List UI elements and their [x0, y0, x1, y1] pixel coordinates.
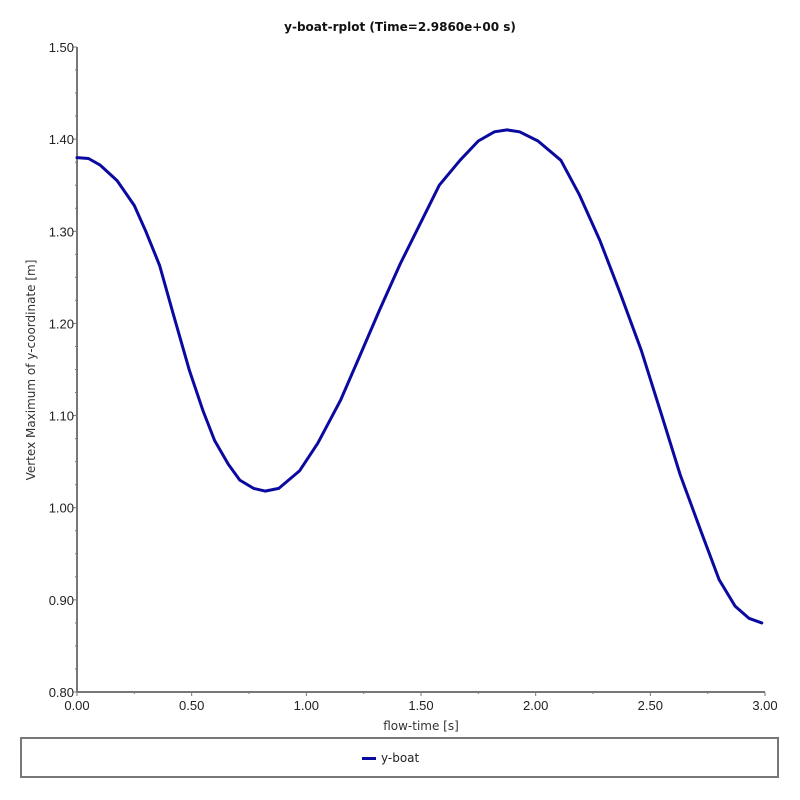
- x-tick-label: 3.00: [752, 698, 777, 713]
- y-tick-label: 0.90: [49, 593, 74, 608]
- x-tick-label: 0.50: [179, 698, 204, 713]
- y-tick-label: 1.20: [49, 316, 74, 331]
- legend-swatch: [362, 756, 376, 760]
- y-axis-label: Vertex Maximum of y-coordinate [m]: [24, 260, 38, 481]
- chart-title: y-boat-rplot (Time=2.9860e+00 s): [284, 20, 516, 34]
- plot-area: 0.80 0.90 1.00 1.10 1.20 1.30 1.40 1.50 0.00 0.5…: [24, 40, 778, 733]
- y-tick-label: 1.30: [49, 224, 74, 239]
- y-tick-label: 0.80: [49, 685, 74, 700]
- x-axis: 0.00 0.50 1.00 1.50 2.00 2.50 3.00: [64, 691, 778, 713]
- legend: y-boat: [20, 737, 779, 778]
- x-axis-label: flow-time [s]: [383, 719, 459, 733]
- y-tick-label: 1.10: [49, 409, 74, 424]
- y-axis: 0.80 0.90 1.00 1.10 1.20 1.30 1.40 1.50: [49, 40, 78, 700]
- x-tick-label: 1.00: [294, 698, 319, 713]
- x-tick-label: 2.00: [523, 698, 548, 713]
- series-line-y-boat: [75, 128, 764, 625]
- y-tick-label: 1.00: [49, 501, 74, 516]
- x-tick-label: 0.00: [64, 698, 89, 713]
- legend-item-y-boat: y-boat: [362, 751, 419, 765]
- legend-label: y-boat: [381, 751, 420, 765]
- x-tick-label: 1.50: [408, 698, 433, 713]
- y-tick-label: 1.50: [49, 40, 74, 55]
- y-tick-label: 1.40: [49, 132, 74, 147]
- x-tick-label: 2.50: [638, 698, 663, 713]
